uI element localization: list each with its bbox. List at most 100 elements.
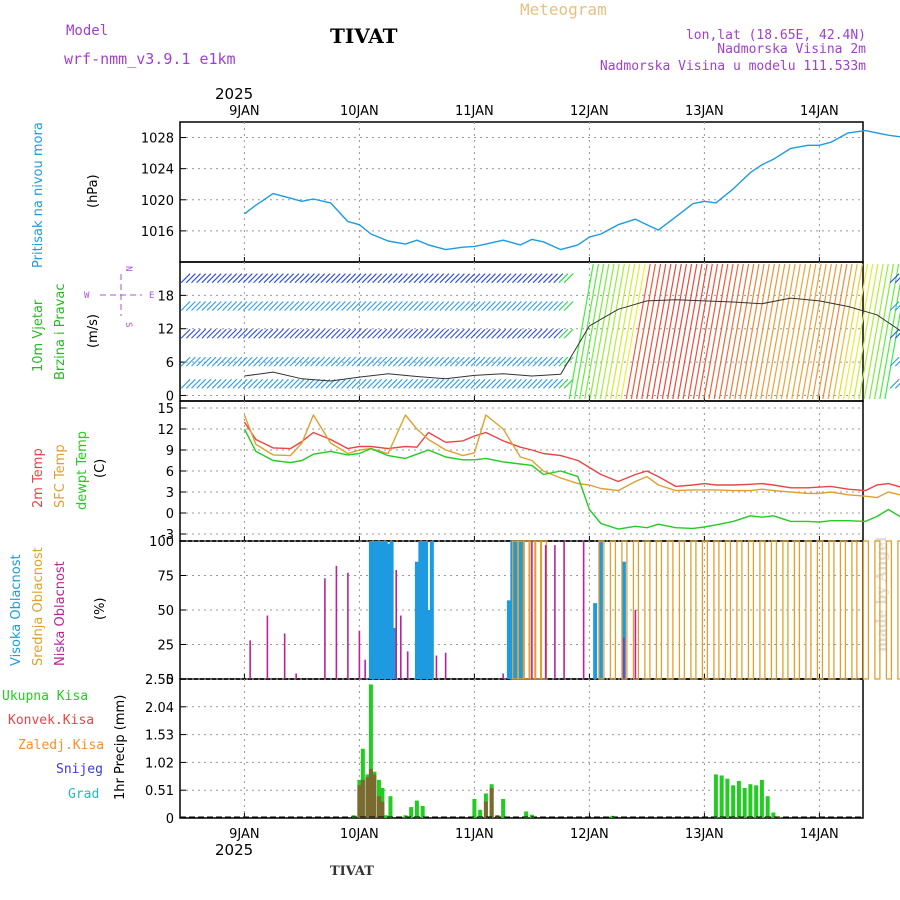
wind-barb [330,273,341,284]
wind-barb [227,301,238,311]
wind-barb [299,273,310,284]
y-tick-label: 18 [157,289,174,304]
wind-barb [770,263,796,400]
wind-barb [341,328,351,339]
wind-barb [351,301,362,311]
wind-barb [667,263,693,400]
wind-barb [392,273,403,284]
total-precip-bar [759,779,764,818]
wind-barb [387,273,398,284]
wind-barb [682,263,708,400]
wind-barb [299,356,310,367]
wind-barb [532,356,543,367]
wind-barb [822,263,848,400]
compass-west: W [84,291,90,301]
wind-barb [325,328,336,339]
wind-barb [517,273,527,284]
wind-barb [827,263,853,400]
cloud-ylabel-4: (%) [93,598,108,621]
y-tick-label: 25 [157,639,174,654]
wind-barb [455,273,465,284]
wind-barb [434,378,445,389]
wind-barb [372,356,383,367]
legend-freezing-rain: Zaledj.Kisa [18,738,104,753]
wind-barb [496,301,507,311]
wind-barb [325,273,336,284]
wind-barb [382,273,393,284]
wind-barb [511,378,522,389]
wind-barb [418,273,429,284]
wind-barb [889,356,900,367]
wind-barb [196,356,207,367]
wind-barb [553,301,564,311]
mid-cloud-bar [874,540,881,680]
wind-barb [263,301,274,311]
wind-barb [543,328,553,339]
wind-barb [563,301,574,311]
wind-barb [506,328,517,339]
wind-barb [346,328,357,339]
wind-barb [320,328,331,339]
wind-barb [548,378,558,389]
wind-barb [775,263,801,400]
wind-barb [537,356,548,367]
x-tick-label-bottom: 10JAN [340,827,379,842]
wind-barb [289,301,300,311]
mid-cloud-bar [724,540,732,680]
wind-barb [351,356,362,367]
mid-cloud-bar [862,540,870,680]
wind-barb [284,273,295,284]
wind-barb [248,356,258,367]
wind-barb [517,328,527,339]
wind-barb [646,263,672,400]
total-precip-bar [383,815,388,818]
y-tick-label: 15 [157,402,174,417]
wind-barb [806,263,832,400]
wind-barb [801,263,827,400]
wind-barb [273,356,284,367]
total-precip-bar [771,812,776,818]
wind-barb [356,378,367,389]
mid-cloud-bar [770,540,778,680]
wind-barb [268,378,279,389]
high-cloud-bar [383,541,388,679]
wind-barb [253,273,263,284]
wind-barb [330,301,341,311]
dewpoint-line [243,428,900,530]
wind-barb [196,378,207,389]
wind-barb [491,301,502,311]
total-precip-bar [472,798,477,818]
wind-barb [594,263,620,400]
wind-barb [439,301,450,311]
wind-barb [532,378,543,389]
wind-barb [336,378,346,389]
wind-barb [413,356,424,367]
precip-legend: Ukupna Kisa Konvek.Kisa Zaledj.Kisa Snij… [2,689,104,802]
wind-barb [444,378,455,389]
wind-barb [553,356,564,367]
wind-barb [253,356,263,367]
wind-barb [258,273,269,284]
wind-barb [527,301,538,311]
wind-barb [201,356,212,367]
wind-barb [548,356,558,367]
wind-barb [268,356,279,367]
wind-barb [853,263,879,400]
wind-barb [589,263,615,400]
wind-barb [444,273,455,284]
wind-barb [434,356,445,367]
low-cloud-bar [364,659,366,679]
wind-barb [279,356,289,367]
mid-cloud-bar [512,540,519,680]
high-cloud-bar [378,541,383,679]
wind-barb [749,263,775,400]
wind-barb [537,273,548,284]
wind-barb [486,356,496,367]
total-precip-bar [501,798,506,818]
wind-barb [522,378,533,389]
wind-barb [387,301,398,311]
wind-barb [356,356,367,367]
wind-barb [284,356,295,367]
wind-barb [475,328,486,339]
wind-barb [336,356,346,367]
